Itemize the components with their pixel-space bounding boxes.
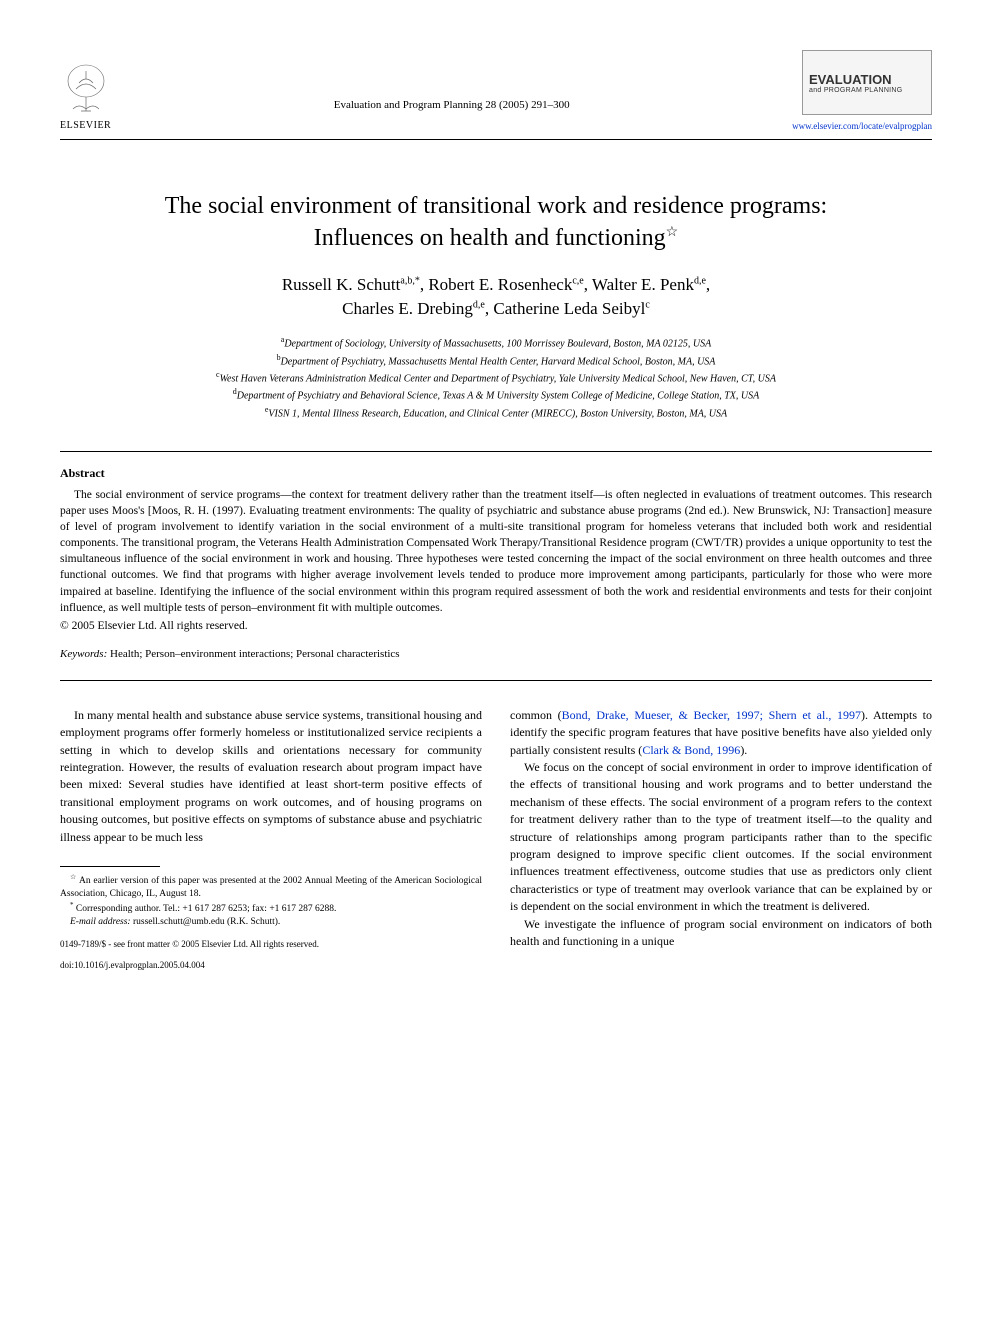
body-paragraph: In many mental health and substance abus… xyxy=(60,707,482,846)
keywords-line: Keywords: Health; Person–environment int… xyxy=(60,648,932,660)
abstract-copyright: © 2005 Elsevier Ltd. All rights reserved… xyxy=(60,618,932,634)
citation-link[interactable]: Clark & Bond, 1996 xyxy=(642,743,740,757)
affiliation: West Haven Veterans Administration Medic… xyxy=(220,373,776,384)
body-columns: In many mental health and substance abus… xyxy=(60,707,932,972)
journal-logo-title: EVALUATION xyxy=(809,72,925,87)
affiliation: Department of Sociology, University of M… xyxy=(284,339,711,350)
footnote-email: E-mail address: russell.schutt@umb.edu (… xyxy=(60,916,482,929)
elsevier-tree-icon xyxy=(61,61,111,116)
page-header: ELSEVIER Evaluation and Program Planning… xyxy=(60,50,932,140)
article-title: The social environment of transitional w… xyxy=(120,190,872,255)
author-affil-sup: a,b,* xyxy=(400,275,419,286)
title-line-2: Influences on health and functioning xyxy=(314,225,666,251)
footnote-text: Corresponding author. Tel.: +1 617 287 6… xyxy=(76,904,337,914)
author-affil-sup: c,e xyxy=(572,275,583,286)
author: Walter E. Penk xyxy=(592,275,694,294)
section-divider xyxy=(60,451,932,452)
citation-link[interactable]: Bond, Drake, Mueser, & Becker, 1997; She… xyxy=(562,708,861,722)
body-paragraph: common (Bond, Drake, Mueser, & Becker, 1… xyxy=(510,707,932,759)
email-label: E-mail address: xyxy=(70,917,131,927)
affiliations: aDepartment of Sociology, University of … xyxy=(60,334,932,421)
affiliation: Department of Psychiatry and Behavioral … xyxy=(237,391,760,402)
author-affil-sup: c xyxy=(645,299,649,310)
footnote: ☆ An earlier version of this paper was p… xyxy=(60,873,482,901)
title-footnote-star-icon: ☆ xyxy=(666,225,679,240)
footnote-star-icon: ☆ xyxy=(70,873,77,881)
footnote-asterisk-icon: * xyxy=(70,901,74,909)
footnote: * Corresponding author. Tel.: +1 617 287… xyxy=(60,901,482,916)
abstract-text: The social environment of service progra… xyxy=(60,487,932,616)
abstract-section: Abstract The social environment of servi… xyxy=(60,466,932,634)
footnote-text: An earlier version of this paper was pre… xyxy=(60,876,482,899)
email-address[interactable]: russell.schutt@umb.edu (R.K. Schutt). xyxy=(133,917,280,927)
journal-logo-block: EVALUATION and PROGRAM PLANNING www.else… xyxy=(792,50,932,131)
author: Charles E. Drebing xyxy=(342,299,473,318)
journal-url[interactable]: www.elsevier.com/locate/evalprogplan xyxy=(792,121,932,131)
author-list: Russell K. Schutta,b,*, Robert E. Rosenh… xyxy=(60,273,932,321)
author: Catherine Leda Seibyl xyxy=(493,299,645,318)
author: Robert E. Rosenheck xyxy=(428,275,572,294)
journal-logo-subtitle: and PROGRAM PLANNING xyxy=(809,87,925,94)
abstract-heading: Abstract xyxy=(60,466,932,481)
body-paragraph: We focus on the concept of social enviro… xyxy=(510,759,932,916)
body-paragraph: We investigate the influence of program … xyxy=(510,916,932,951)
affiliation: VISN 1, Mental Illness Research, Educati… xyxy=(268,408,727,419)
footnote-separator xyxy=(60,866,160,867)
doi-line: doi:10.1016/j.evalprogplan.2005.04.004 xyxy=(60,960,482,972)
affiliation: Department of Psychiatry, Massachusetts … xyxy=(281,356,716,367)
author-affil-sup: d,e xyxy=(473,299,485,310)
publisher-logo: ELSEVIER xyxy=(60,61,111,131)
publisher-name: ELSEVIER xyxy=(60,120,111,131)
keywords-label: Keywords: xyxy=(60,648,107,660)
front-matter-line: 0149-7189/$ - see front matter © 2005 El… xyxy=(60,939,482,951)
title-line-1: The social environment of transitional w… xyxy=(165,193,827,219)
author-affil-sup: d,e xyxy=(694,275,706,286)
section-divider xyxy=(60,680,932,681)
keywords-text: Health; Person–environment interactions;… xyxy=(110,648,400,660)
journal-cover-icon: EVALUATION and PROGRAM PLANNING xyxy=(802,50,932,115)
right-column: common (Bond, Drake, Mueser, & Becker, 1… xyxy=(510,707,932,972)
left-column: In many mental health and substance abus… xyxy=(60,707,482,972)
author: Russell K. Schutt xyxy=(282,275,401,294)
journal-reference: Evaluation and Program Planning 28 (2005… xyxy=(111,99,792,131)
